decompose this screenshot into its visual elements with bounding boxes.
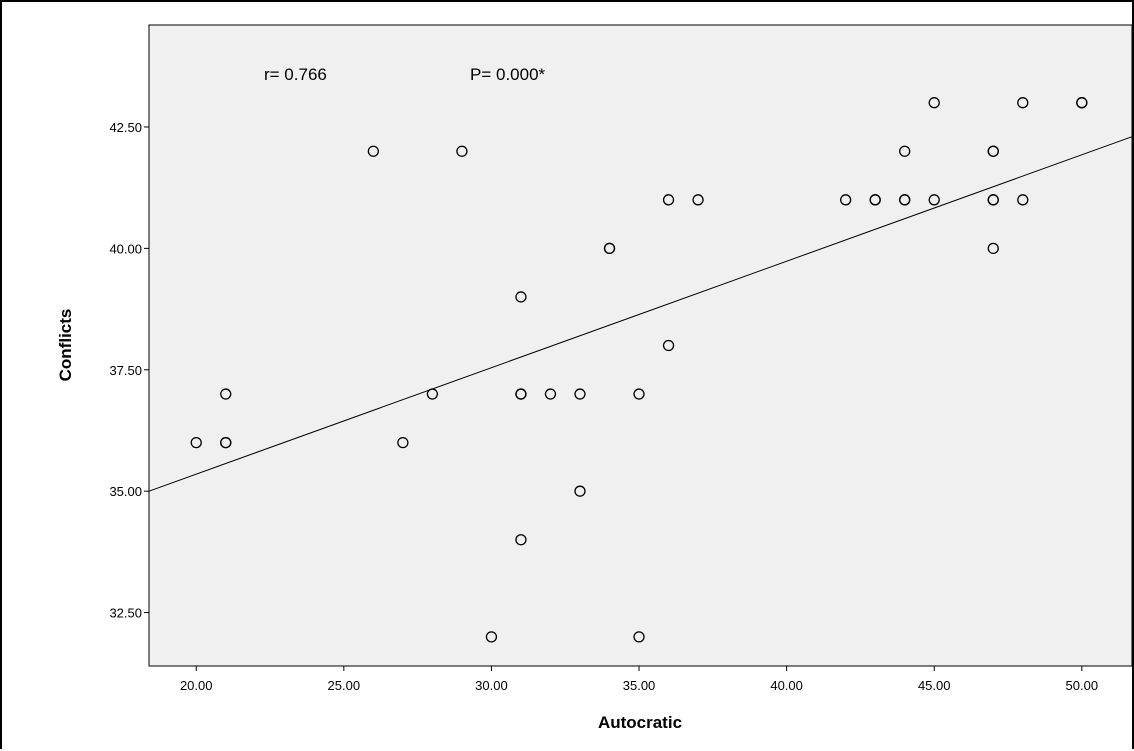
data-point — [220, 436, 232, 449]
y-tick-label: 32.50 — [109, 606, 142, 621]
x-tick-label: 50.00 — [1066, 678, 1099, 693]
y-tick-label: 35.00 — [109, 484, 142, 499]
data-point — [456, 145, 468, 157]
data-point — [899, 194, 911, 206]
data-point — [1076, 97, 1088, 109]
x-tick-label: 40.00 — [770, 678, 803, 693]
y-tick-label: 42.50 — [109, 120, 142, 135]
data-point — [220, 388, 232, 400]
data-point — [515, 534, 527, 546]
data-point — [987, 242, 999, 255]
data-point — [515, 388, 527, 400]
y-tick-label: 37.50 — [109, 363, 142, 378]
data-point — [633, 388, 645, 400]
x-tick-label: 30.00 — [475, 678, 508, 693]
data-point — [928, 97, 940, 109]
data-point — [633, 631, 645, 643]
data-point — [485, 631, 498, 643]
data-point — [574, 388, 586, 400]
x-axis-title: Autocratic — [598, 713, 682, 732]
data-point — [426, 388, 439, 400]
data-point — [840, 194, 852, 206]
data-point — [397, 436, 409, 449]
data-point — [190, 436, 202, 449]
data-point — [869, 194, 881, 206]
y-tick-label: 40.00 — [109, 241, 142, 256]
data-point — [515, 291, 527, 303]
data-point — [1017, 97, 1029, 109]
data-point — [603, 242, 616, 255]
data-point — [367, 145, 379, 157]
data-point — [692, 194, 704, 206]
data-point — [928, 194, 940, 206]
data-point — [899, 145, 911, 157]
data-point — [987, 145, 999, 157]
x-tick-label: 35.00 — [623, 678, 656, 693]
y-axis-title: Conflicts — [56, 309, 75, 382]
data-point — [574, 485, 586, 497]
x-tick-label: 45.00 — [918, 678, 951, 693]
regression-line — [148, 136, 1133, 492]
correlation-annotation: r= 0.766 — [264, 65, 327, 84]
data-point — [1017, 194, 1029, 206]
x-tick-label: 25.00 — [328, 678, 361, 693]
x-tick-label: 20.00 — [180, 678, 213, 693]
data-point — [662, 339, 675, 352]
data-point — [987, 194, 999, 206]
p-value-annotation: P= 0.000* — [470, 65, 546, 84]
data-point — [662, 194, 675, 206]
plot-area — [148, 24, 1133, 667]
data-point — [544, 388, 557, 400]
